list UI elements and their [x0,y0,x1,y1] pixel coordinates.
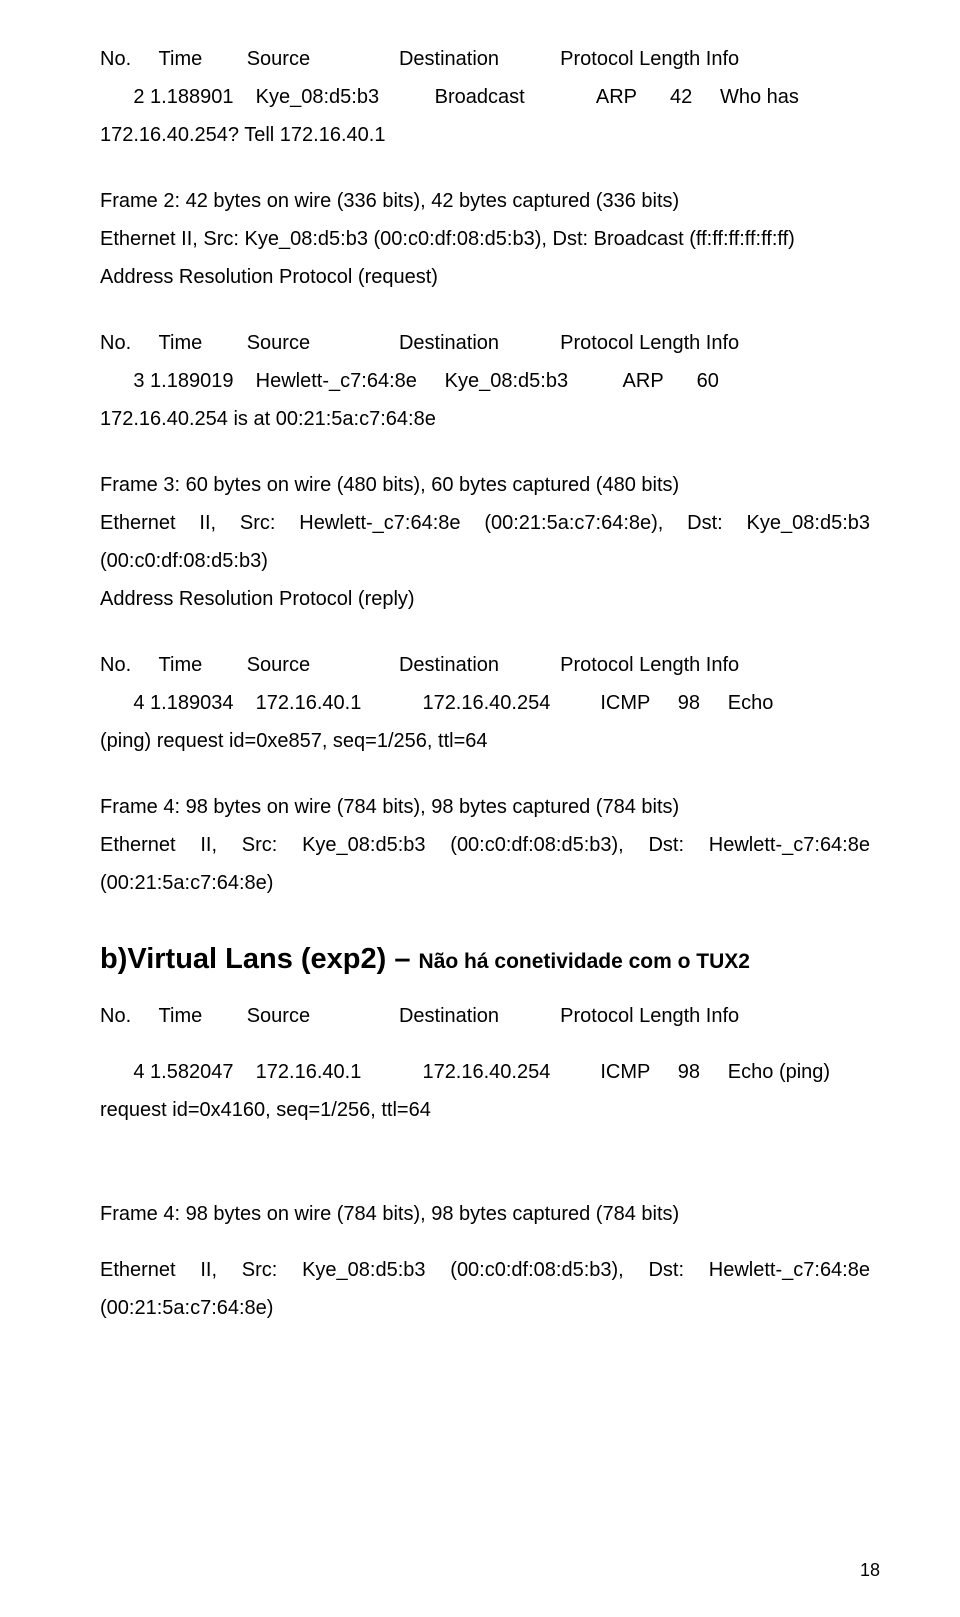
pkt1-detail-frame: Frame 2: 42 bytes on wire (336 bits), 42… [100,182,870,220]
pkt4-detail-eth: Ethernet II, Src: Kye_08:d5:b3 (00:c0:df… [100,1251,870,1327]
packet-4: No. Time Source Destination Protocol Len… [100,997,870,1129]
pkt2-summary-line1: 3 1.189019 Hewlett-_c7:64:8e Kye_08:d5:b… [100,362,870,400]
pkt2-detail-frame: Frame 3: 60 bytes on wire (480 bits), 60… [100,466,870,504]
packet-4-details: Frame 4: 98 bytes on wire (784 bits), 98… [100,1195,870,1327]
section-b-title: b)Virtual Lans (exp2) – [100,943,419,975]
pkt2-detail-proto: Address Resolution Protocol (reply) [100,580,870,618]
section-b-subtitle: Não há conetividade com o TUX2 [419,950,750,973]
pkt1-header-row: No. Time Source Destination Protocol Len… [100,40,870,78]
pkt2-detail-eth: Ethernet II, Src: Hewlett-_c7:64:8e (00:… [100,504,870,580]
pkt1-summary-line2: 172.16.40.254? Tell 172.16.40.1 [100,116,870,154]
pkt4-summary-line2: request id=0x4160, seq=1/256, ttl=64 [100,1091,870,1129]
pkt1-detail-proto: Address Resolution Protocol (request) [100,258,870,296]
packet-2: No. Time Source Destination Protocol Len… [100,324,870,438]
packet-3: No. Time Source Destination Protocol Len… [100,646,870,760]
packet-1-details: Frame 2: 42 bytes on wire (336 bits), 42… [100,182,870,296]
pkt3-summary-line1: 4 1.189034 172.16.40.1 172.16.40.254 ICM… [100,684,870,722]
section-b-heading: b)Virtual Lans (exp2) – Não há conetivid… [100,930,870,987]
pkt3-summary-line2: (ping) request id=0xe857, seq=1/256, ttl… [100,722,870,760]
pkt2-header-row: No. Time Source Destination Protocol Len… [100,324,870,362]
pkt3-detail-frame: Frame 4: 98 bytes on wire (784 bits), 98… [100,788,870,826]
pkt3-header-row: No. Time Source Destination Protocol Len… [100,646,870,684]
pkt4-header-row: No. Time Source Destination Protocol Len… [100,997,870,1035]
pkt3-detail-eth: Ethernet II, Src: Kye_08:d5:b3 (00:c0:df… [100,826,870,902]
packet-2-details: Frame 3: 60 bytes on wire (480 bits), 60… [100,466,870,618]
pkt1-detail-eth: Ethernet II, Src: Kye_08:d5:b3 (00:c0:df… [100,220,870,258]
packet-1: No. Time Source Destination Protocol Len… [100,40,870,154]
pkt1-summary-line1: 2 1.188901 Kye_08:d5:b3 Broadcast ARP 42… [100,78,870,116]
packet-3-details: Frame 4: 98 bytes on wire (784 bits), 98… [100,788,870,902]
pkt4-summary-line1: 4 1.582047 172.16.40.1 172.16.40.254 ICM… [100,1053,870,1091]
pkt2-summary-line2: 172.16.40.254 is at 00:21:5a:c7:64:8e [100,400,870,438]
page-number: 18 [860,1553,880,1587]
pkt4-detail-frame: Frame 4: 98 bytes on wire (784 bits), 98… [100,1195,870,1233]
